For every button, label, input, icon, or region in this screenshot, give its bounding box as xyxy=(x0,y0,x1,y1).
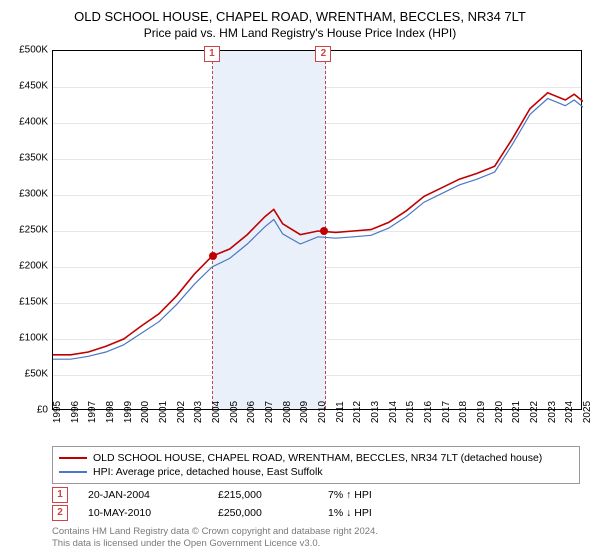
marker-badge-1: 1 xyxy=(204,46,220,62)
xtick-label: 2008 xyxy=(282,401,293,423)
xtick-label: 2019 xyxy=(476,401,487,423)
xtick-label: 2003 xyxy=(193,401,204,423)
credits-line-1: Contains HM Land Registry data © Crown c… xyxy=(52,526,378,538)
event-pct-1: 7% ↑ HPI xyxy=(328,489,448,501)
ytick-label: £400K xyxy=(19,117,48,128)
xtick-label: 2009 xyxy=(299,401,310,423)
legend-label-2: HPI: Average price, detached house, East… xyxy=(93,466,323,478)
xtick-label: 1996 xyxy=(70,401,81,423)
xtick-label: 2024 xyxy=(564,401,575,423)
legend-label-1: OLD SCHOOL HOUSE, CHAPEL ROAD, WRENTHAM,… xyxy=(93,452,542,464)
xtick-label: 2002 xyxy=(176,401,187,423)
ytick-label: £0 xyxy=(37,405,48,416)
price-chart-container: OLD SCHOOL HOUSE, CHAPEL ROAD, WRENTHAM,… xyxy=(0,0,600,560)
event-price-2: £250,000 xyxy=(218,507,328,519)
event-badge-2: 2 xyxy=(52,505,68,521)
ytick-label: £250K xyxy=(19,225,48,236)
xtick-label: 2025 xyxy=(582,401,593,423)
xtick-label: 2014 xyxy=(388,401,399,423)
event-date-2: 10-MAY-2010 xyxy=(88,507,218,519)
xtick-label: 2012 xyxy=(352,401,363,423)
xtick-label: 1998 xyxy=(105,401,116,423)
chart-area: £0£50K£100K£150K£200K£250K£300K£350K£400… xyxy=(52,50,582,410)
xtick-label: 1999 xyxy=(123,401,134,423)
legend-swatch-1 xyxy=(59,457,87,459)
xtick-label: 2021 xyxy=(511,401,522,423)
plot-box xyxy=(52,50,582,410)
xtick-label: 1995 xyxy=(52,401,63,423)
legend-swatch-2 xyxy=(59,471,87,473)
xtick-label: 2018 xyxy=(458,401,469,423)
ytick-label: £450K xyxy=(19,81,48,92)
event-date-1: 20-JAN-2004 xyxy=(88,489,218,501)
ytick-label: £500K xyxy=(19,45,48,56)
xtick-label: 2007 xyxy=(264,401,275,423)
event-pct-2: 1% ↓ HPI xyxy=(328,507,448,519)
marker-badge-2: 2 xyxy=(315,46,331,62)
marker-dot-2 xyxy=(320,227,328,235)
ytick-label: £50K xyxy=(25,369,48,380)
event-row-1: 1 20-JAN-2004 £215,000 7% ↑ HPI xyxy=(52,486,580,504)
series-line-2 xyxy=(53,99,583,360)
xtick-label: 2000 xyxy=(140,401,151,423)
xtick-label: 2017 xyxy=(441,401,452,423)
ytick-label: £100K xyxy=(19,333,48,344)
xtick-label: 2015 xyxy=(405,401,416,423)
chart-title: OLD SCHOOL HOUSE, CHAPEL ROAD, WRENTHAM,… xyxy=(0,0,600,26)
xtick-label: 2013 xyxy=(370,401,381,423)
events-table: 1 20-JAN-2004 £215,000 7% ↑ HPI 2 10-MAY… xyxy=(52,486,580,522)
xtick-label: 2020 xyxy=(494,401,505,423)
xtick-label: 2006 xyxy=(246,401,257,423)
xtick-label: 2010 xyxy=(317,401,328,423)
legend-item-1: OLD SCHOOL HOUSE, CHAPEL ROAD, WRENTHAM,… xyxy=(59,451,573,465)
xtick-label: 2022 xyxy=(529,401,540,423)
xtick-label: 2004 xyxy=(211,401,222,423)
ytick-label: £350K xyxy=(19,153,48,164)
event-badge-1: 1 xyxy=(52,487,68,503)
chart-subtitle: Price paid vs. HM Land Registry's House … xyxy=(0,26,600,40)
credits: Contains HM Land Registry data © Crown c… xyxy=(52,526,378,551)
xtick-label: 2001 xyxy=(158,401,169,423)
series-line-1 xyxy=(53,93,583,355)
xtick-label: 2005 xyxy=(229,401,240,423)
legend-box: OLD SCHOOL HOUSE, CHAPEL ROAD, WRENTHAM,… xyxy=(52,446,580,484)
ytick-label: £150K xyxy=(19,297,48,308)
event-price-1: £215,000 xyxy=(218,489,328,501)
xtick-label: 2023 xyxy=(547,401,558,423)
ytick-label: £300K xyxy=(19,189,48,200)
xtick-label: 2016 xyxy=(423,401,434,423)
credits-line-2: This data is licensed under the Open Gov… xyxy=(52,538,378,550)
event-row-2: 2 10-MAY-2010 £250,000 1% ↓ HPI xyxy=(52,504,580,522)
xtick-label: 1997 xyxy=(87,401,98,423)
marker-dot-1 xyxy=(209,252,217,260)
line-series-svg xyxy=(53,51,583,411)
legend-item-2: HPI: Average price, detached house, East… xyxy=(59,465,573,479)
ytick-label: £200K xyxy=(19,261,48,272)
xtick-label: 2011 xyxy=(335,401,346,423)
